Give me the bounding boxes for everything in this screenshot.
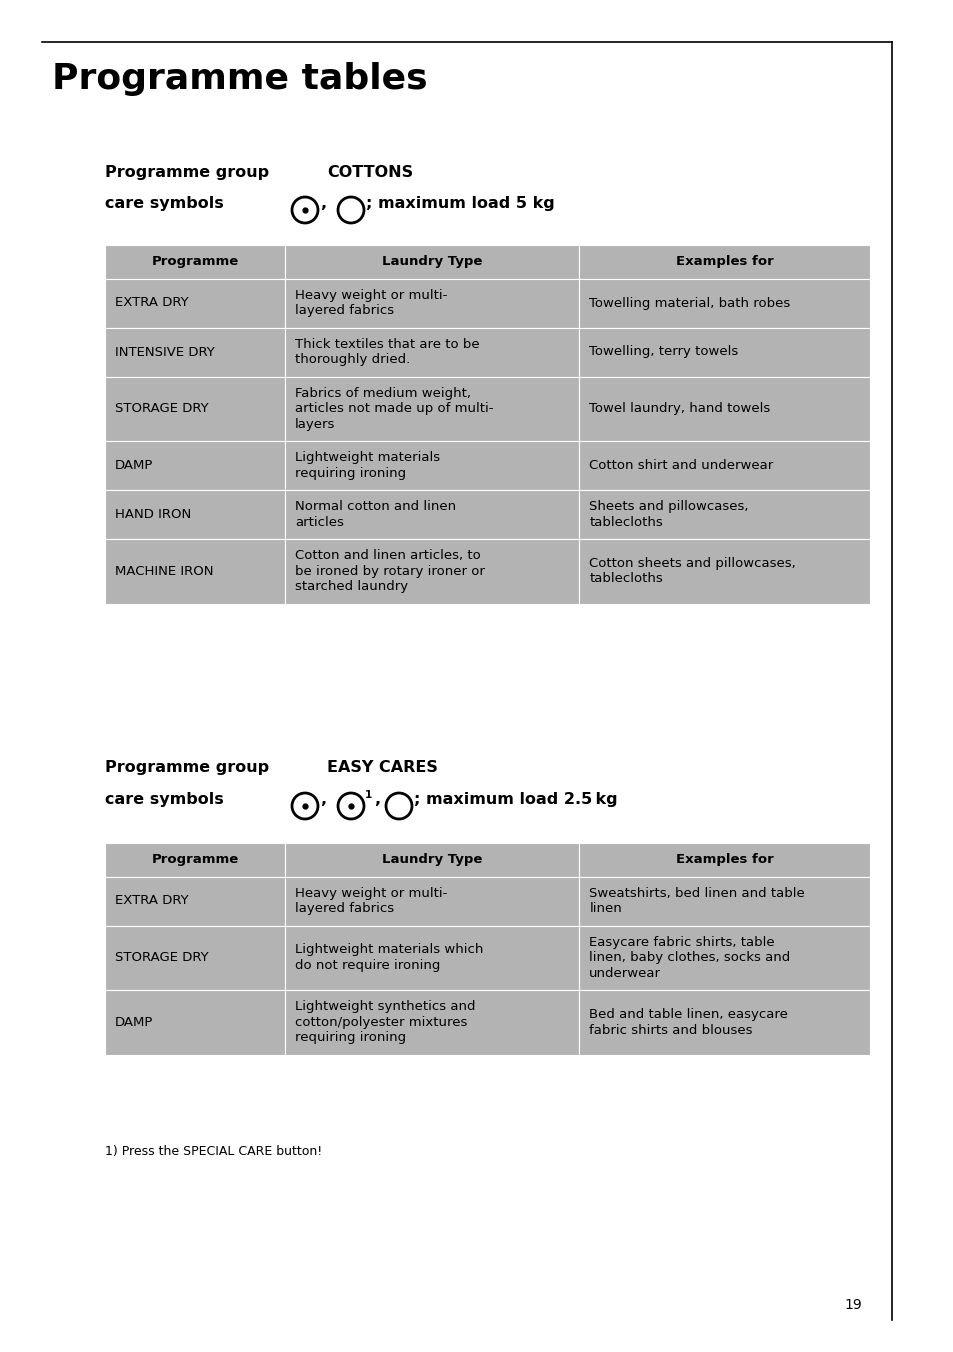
Bar: [285, 876, 578, 926]
Text: Lightweight materials which: Lightweight materials which: [294, 944, 482, 956]
Text: COTTONS: COTTONS: [327, 165, 413, 180]
Text: Thick textiles that are to be: Thick textiles that are to be: [294, 338, 479, 350]
Text: STORAGE DRY: STORAGE DRY: [115, 952, 209, 964]
Bar: [105, 245, 285, 279]
Text: Sweatshirts, bed linen and table: Sweatshirts, bed linen and table: [589, 887, 804, 899]
Text: Fabrics of medium weight,: Fabrics of medium weight,: [294, 387, 470, 400]
Text: requiring ironing: requiring ironing: [294, 1032, 405, 1044]
Bar: [285, 844, 578, 876]
Text: linen, baby clothes, socks and: linen, baby clothes, socks and: [589, 952, 790, 964]
Text: layered fabrics: layered fabrics: [294, 902, 394, 915]
Text: Cotton shirt and underwear: Cotton shirt and underwear: [589, 458, 773, 472]
Text: articles not made up of multi-: articles not made up of multi-: [294, 403, 493, 415]
Text: layers: layers: [294, 418, 335, 431]
Text: fabric shirts and blouses: fabric shirts and blouses: [589, 1023, 752, 1037]
Text: 1) Press the SPECIAL CARE button!: 1) Press the SPECIAL CARE button!: [105, 1145, 322, 1159]
Bar: [285, 327, 578, 376]
Bar: [105, 441, 285, 489]
Text: requiring ironing: requiring ironing: [294, 466, 405, 480]
Text: Programme tables: Programme tables: [52, 62, 427, 96]
Text: cotton/polyester mixtures: cotton/polyester mixtures: [294, 1015, 467, 1029]
Bar: [578, 539, 869, 603]
Text: Programme group: Programme group: [105, 760, 274, 775]
Bar: [578, 441, 869, 489]
Text: Heavy weight or multi-: Heavy weight or multi-: [294, 887, 447, 899]
Bar: [105, 376, 285, 441]
Text: Cotton sheets and pillowcases,: Cotton sheets and pillowcases,: [589, 557, 795, 571]
Text: Towel laundry, hand towels: Towel laundry, hand towels: [589, 403, 770, 415]
Text: Towelling, terry towels: Towelling, terry towels: [589, 346, 738, 358]
Text: articles: articles: [294, 515, 343, 529]
Text: Bed and table linen, easycare: Bed and table linen, easycare: [589, 1009, 787, 1021]
Bar: [285, 926, 578, 990]
Text: starched laundry: starched laundry: [294, 580, 408, 594]
Bar: [578, 844, 869, 876]
Text: tablecloths: tablecloths: [589, 515, 662, 529]
Bar: [578, 279, 869, 327]
Text: Cotton and linen articles, to: Cotton and linen articles, to: [294, 549, 480, 562]
Text: Examples for: Examples for: [675, 256, 773, 268]
Bar: [578, 926, 869, 990]
Text: Easycare fabric shirts, table: Easycare fabric shirts, table: [589, 936, 774, 949]
Bar: [285, 376, 578, 441]
Text: ,: ,: [319, 196, 326, 211]
Text: underwear: underwear: [589, 967, 660, 980]
Text: ,: ,: [319, 792, 326, 807]
Text: ,: ,: [374, 792, 379, 807]
Text: care symbols: care symbols: [105, 792, 229, 807]
Text: be ironed by rotary ironer or: be ironed by rotary ironer or: [294, 565, 484, 577]
Text: EXTRA DRY: EXTRA DRY: [115, 296, 189, 310]
Text: MACHINE IRON: MACHINE IRON: [115, 565, 213, 577]
Bar: [105, 279, 285, 327]
Text: HAND IRON: HAND IRON: [115, 508, 191, 521]
Bar: [578, 245, 869, 279]
Bar: [285, 441, 578, 489]
Bar: [105, 327, 285, 376]
Text: tablecloths: tablecloths: [589, 572, 662, 585]
Text: Programme: Programme: [152, 853, 238, 867]
Text: 1: 1: [365, 790, 372, 800]
Text: Examples for: Examples for: [675, 853, 773, 867]
Bar: [105, 539, 285, 603]
Text: Lightweight materials: Lightweight materials: [294, 452, 439, 464]
Text: DAMP: DAMP: [115, 1015, 153, 1029]
Text: EASY CARES: EASY CARES: [327, 760, 437, 775]
Bar: [105, 876, 285, 926]
Bar: [285, 279, 578, 327]
Text: INTENSIVE DRY: INTENSIVE DRY: [115, 346, 214, 358]
Text: Laundry Type: Laundry Type: [381, 853, 481, 867]
Bar: [578, 990, 869, 1055]
Bar: [578, 376, 869, 441]
Text: Towelling material, bath robes: Towelling material, bath robes: [589, 296, 790, 310]
Text: Programme: Programme: [152, 256, 238, 268]
Bar: [105, 844, 285, 876]
Text: layered fabrics: layered fabrics: [294, 304, 394, 318]
Text: thoroughly dried.: thoroughly dried.: [294, 353, 410, 366]
Text: do not require ironing: do not require ironing: [294, 959, 439, 972]
Bar: [105, 489, 285, 539]
Bar: [285, 539, 578, 603]
Text: ; maximum load 2.5 kg: ; maximum load 2.5 kg: [414, 792, 617, 807]
Bar: [105, 926, 285, 990]
Text: Sheets and pillowcases,: Sheets and pillowcases,: [589, 500, 748, 514]
Text: Laundry Type: Laundry Type: [381, 256, 481, 268]
Text: Programme group: Programme group: [105, 165, 274, 180]
Text: EXTRA DRY: EXTRA DRY: [115, 895, 189, 907]
Bar: [578, 489, 869, 539]
Text: ; maximum load 5 kg: ; maximum load 5 kg: [366, 196, 554, 211]
Bar: [285, 489, 578, 539]
Text: Lightweight synthetics and: Lightweight synthetics and: [294, 1000, 475, 1013]
Text: STORAGE DRY: STORAGE DRY: [115, 403, 209, 415]
Bar: [285, 990, 578, 1055]
Text: care symbols: care symbols: [105, 196, 229, 211]
Text: DAMP: DAMP: [115, 458, 153, 472]
Text: linen: linen: [589, 902, 621, 915]
Bar: [578, 876, 869, 926]
Bar: [578, 327, 869, 376]
Bar: [105, 990, 285, 1055]
Bar: [285, 245, 578, 279]
Text: 19: 19: [843, 1298, 862, 1311]
Text: Normal cotton and linen: Normal cotton and linen: [294, 500, 456, 514]
Text: Heavy weight or multi-: Heavy weight or multi-: [294, 289, 447, 301]
